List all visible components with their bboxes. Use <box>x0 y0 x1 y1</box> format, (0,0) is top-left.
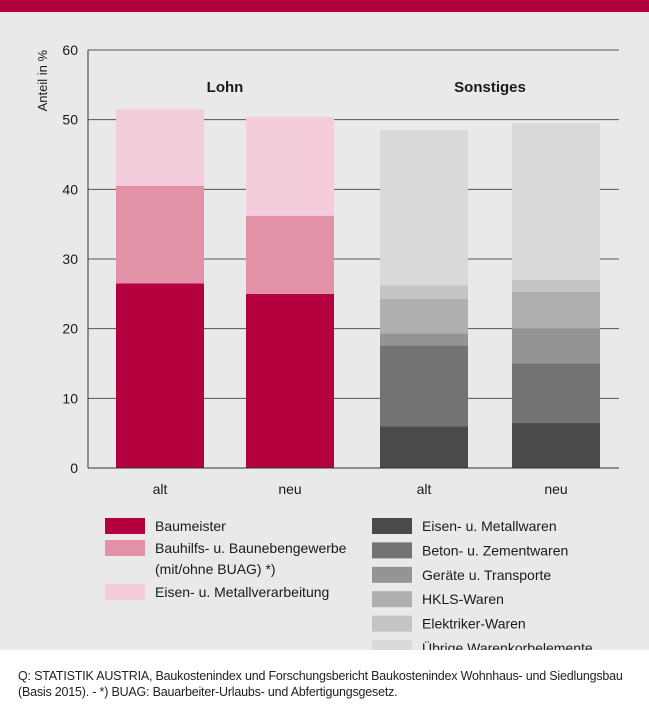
legend-label: Geräte u. Transporte <box>422 567 551 583</box>
bar-segment <box>380 426 468 468</box>
x-tick-label: neu <box>278 481 301 497</box>
legend-label: (mit/ohne BUAG) *) <box>155 561 276 577</box>
legend-label: Bauhilfs- u. Baunebengewerbe <box>155 540 347 556</box>
x-tick-label: alt <box>153 481 168 497</box>
legend-label: Eisen- u. Metallwaren <box>422 518 557 534</box>
y-axis-label: Anteil in % <box>35 50 50 112</box>
bar-segment <box>512 291 600 329</box>
y-tick-label: 10 <box>62 390 78 406</box>
y-tick-label: 0 <box>70 460 78 476</box>
legend-swatch <box>105 518 145 534</box>
bar-segment <box>246 293 334 468</box>
group-label: Lohn <box>207 79 244 96</box>
bar-segment <box>380 130 468 286</box>
legend: Baumeister Bauhilfs- u. Baunebengewerbe (m… <box>105 518 593 650</box>
bar-segment <box>380 285 468 299</box>
bar-segment <box>512 328 600 364</box>
legend-label: Eisen- u. Metallverarbeitung <box>155 584 329 600</box>
legend-label: Elektriker-Waren <box>422 616 526 632</box>
legend-swatch <box>372 542 412 559</box>
bar-segment <box>380 345 468 427</box>
legend-swatch <box>372 640 412 650</box>
bar-segment <box>116 185 204 284</box>
bar-segment <box>116 109 204 186</box>
bar-segment <box>246 116 334 216</box>
bars <box>116 109 600 468</box>
bar-segment <box>246 215 334 294</box>
source-note: Q: STATISTIK AUSTRIA, Baukostenindex und… <box>18 669 623 699</box>
legend-label: Beton- u. Zementwaren <box>422 542 568 558</box>
legend-swatch <box>372 615 412 632</box>
group-label: Sonstiges <box>454 79 526 96</box>
legend-label: Übrige Warenkorbelemente <box>422 639 593 650</box>
bar-segment <box>116 283 204 468</box>
bar-segment <box>512 123 600 280</box>
legend-swatch <box>105 540 145 556</box>
y-tick-label: 40 <box>62 181 78 197</box>
y-tick-label: 30 <box>62 251 78 267</box>
bar-segment <box>512 422 600 468</box>
legend-label: Baumeister <box>155 518 226 534</box>
legend-swatch <box>105 584 145 600</box>
bar-segment <box>380 298 468 334</box>
stacked-bar-chart: 0 10 20 30 40 50 60 Anteil in % alt neu alt neu Lohn… <box>35 42 619 650</box>
y-tick-label: 20 <box>62 321 78 337</box>
bar-segment <box>512 279 600 292</box>
legend-swatch <box>372 518 412 534</box>
x-tick-label: alt <box>417 481 432 497</box>
y-tick-label: 50 <box>62 112 78 128</box>
x-tick-label: neu <box>544 481 567 497</box>
legend-label: HKLS-Waren <box>422 591 504 607</box>
legend-swatch <box>372 591 412 608</box>
bar-segment <box>380 333 468 346</box>
axes: 0 10 20 30 40 50 60 Anteil in % alt neu alt neu Lohn… <box>35 42 619 497</box>
bar-segment <box>512 363 600 423</box>
top-accent-bar <box>0 0 649 12</box>
legend-swatch <box>372 566 412 583</box>
y-tick-label: 60 <box>62 42 78 58</box>
